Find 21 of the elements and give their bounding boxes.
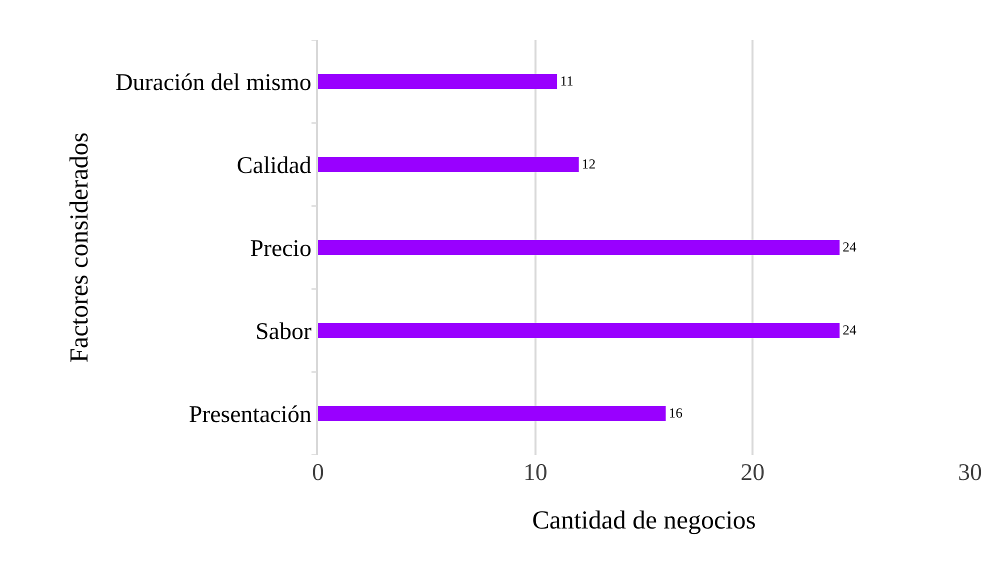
y-tick-label: Calidad xyxy=(236,152,312,179)
y-axis-title: Factores considerados xyxy=(64,132,94,363)
data-label: 11 xyxy=(560,74,574,89)
x-tick-label: 20 xyxy=(740,460,765,486)
y-tick-label: Duración del mismo xyxy=(115,70,312,96)
x-tick-label: 10 xyxy=(523,460,548,486)
bar xyxy=(318,406,666,421)
bar xyxy=(318,240,840,255)
x-axis-title: Cantidad de negocios xyxy=(532,506,756,535)
data-label: 24 xyxy=(842,322,856,338)
y-tick-label: Precio xyxy=(250,236,312,262)
x-tick-label: 30 xyxy=(958,460,982,486)
data-label: 16 xyxy=(668,406,683,421)
bar xyxy=(318,74,558,89)
bar xyxy=(318,157,579,172)
y-tick-label: Sabor xyxy=(255,318,312,345)
x-tick-label: 0 xyxy=(312,460,324,486)
y-tick-label: Presentación xyxy=(188,402,312,428)
data-label: 24 xyxy=(842,240,856,255)
data-label: 12 xyxy=(582,156,596,172)
bar xyxy=(318,323,840,338)
